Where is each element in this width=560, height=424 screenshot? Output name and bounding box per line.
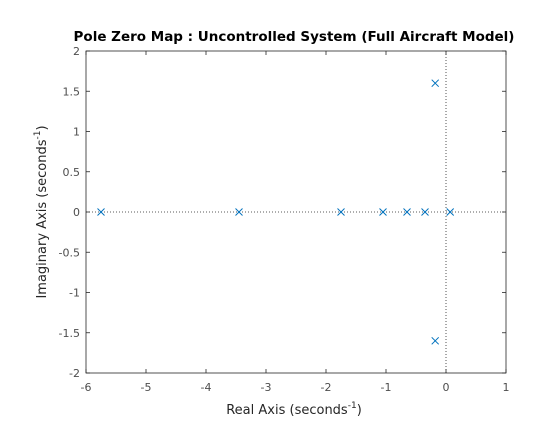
y-tick-label: 0 (73, 206, 80, 219)
y-tick-label: -1.5 (59, 327, 80, 340)
y-tick-label: -2 (69, 367, 80, 380)
x-tick-labels: -6 -5 -4 -3 -2 -1 0 1 (81, 381, 510, 394)
x-tick-label: 1 (503, 381, 510, 394)
pole-marker (379, 208, 387, 216)
x-axis-label-text: Real Axis (seconds (226, 403, 348, 418)
x-tick-label: -3 (261, 381, 272, 394)
x-tick-label: -2 (321, 381, 332, 394)
x-tick-label: -5 (141, 381, 152, 394)
y-tick-label: -1 (69, 287, 80, 300)
pole-marker (235, 208, 243, 216)
reference-lines (86, 51, 506, 373)
pole-markers (97, 79, 455, 345)
y-tick-labels: -2 -1.5 -1 -0.5 0 0.5 1 1.5 2 (59, 45, 80, 380)
x-axis-label-superscript: -1 (348, 401, 357, 411)
x-tick-label: -1 (381, 381, 392, 394)
y-tick-label: 1.5 (63, 85, 81, 98)
y-axis-label-close: ) (35, 125, 50, 130)
y-axis-label-text: Imaginary Axis (seconds (35, 139, 50, 298)
chart-title: Pole Zero Map : Uncontrolled System (Ful… (74, 29, 515, 45)
pole-marker (403, 208, 411, 216)
x-axis-label: Real Axis (seconds-1) (226, 401, 362, 418)
pole-marker (431, 336, 440, 345)
pole-marker (446, 208, 455, 216)
y-tick-label: 0.5 (63, 166, 81, 179)
pole-marker (97, 208, 105, 216)
pole-marker (337, 208, 345, 216)
x-axis-label-close: ) (357, 403, 362, 418)
y-axis-label-superscript: -1 (33, 131, 43, 140)
y-axis-label: Imaginary Axis (seconds-1) (33, 125, 50, 298)
pole-marker (421, 208, 429, 216)
y-tick-label: 1 (73, 126, 80, 139)
pole-marker (431, 79, 440, 88)
x-tick-label: -4 (201, 381, 212, 394)
x-tick-label: 0 (443, 381, 450, 394)
y-tick-label: 2 (73, 45, 80, 58)
x-tick-label: -6 (81, 381, 92, 394)
axis-ticks (85, 50, 507, 374)
y-tick-label: -0.5 (59, 246, 80, 259)
